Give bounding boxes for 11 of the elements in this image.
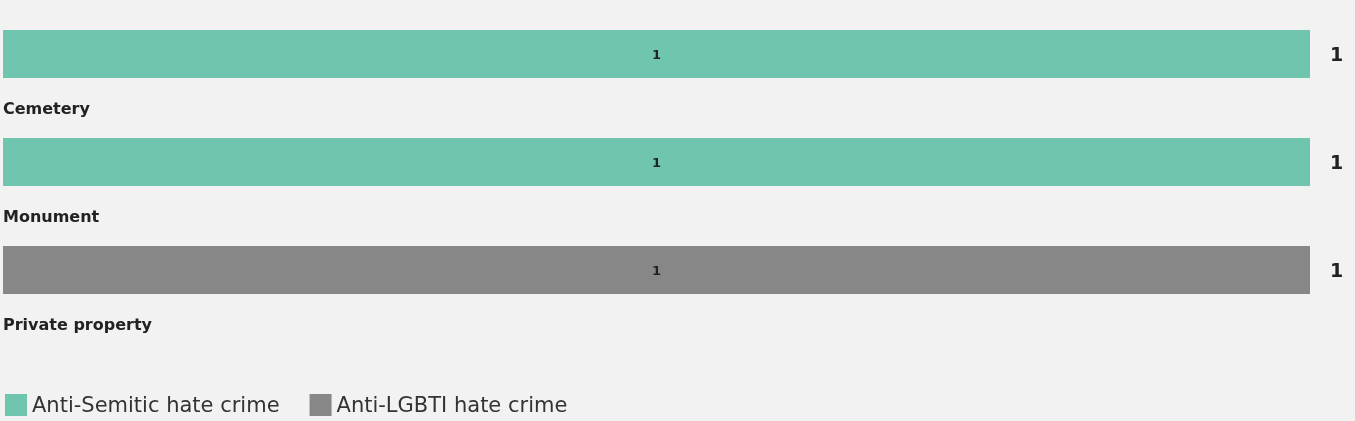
data-label: 1 <box>651 46 662 62</box>
y-tick-label: Cemetery <box>3 98 91 118</box>
y-tick-label: Private property <box>3 314 153 334</box>
total-label: 1 <box>1330 259 1344 281</box>
legend-label: Anti-Semitic hate crime <box>32 393 280 417</box>
total-label: 1 <box>1330 151 1344 173</box>
total-label: 1 <box>1330 43 1344 65</box>
y-tick-label: Monument <box>3 206 100 226</box>
data-label: 1 <box>651 262 662 278</box>
legend-label: Anti-LGBTI hate crime <box>336 393 568 417</box>
data-label: 1 <box>651 154 662 170</box>
